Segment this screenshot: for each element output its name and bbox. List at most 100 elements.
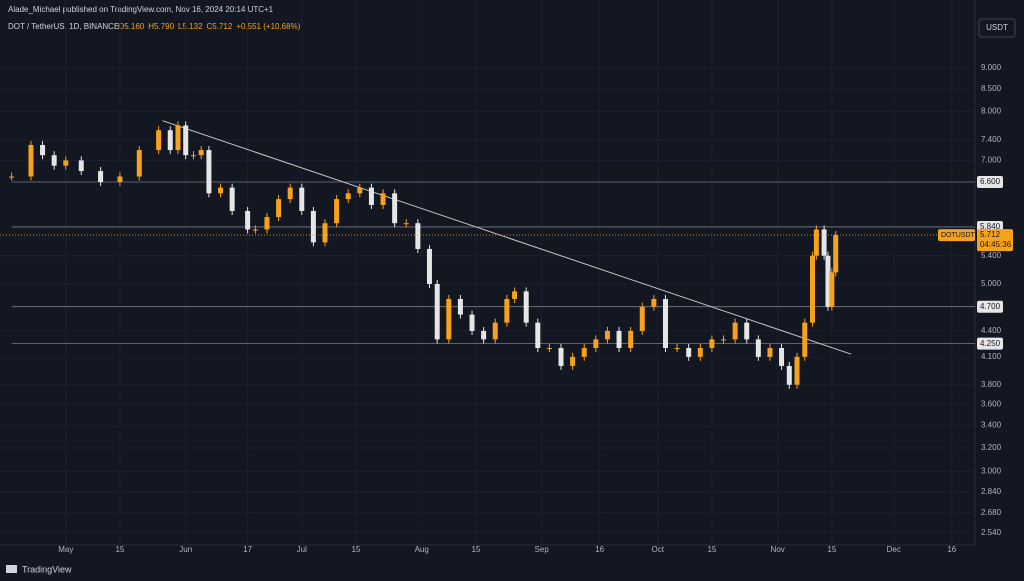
x-tick-label: May — [58, 545, 73, 554]
countdown: 04:45:36 — [980, 240, 1012, 249]
level-tag — [977, 300, 1003, 313]
y-tick-label: 2.680 — [981, 508, 1002, 517]
x-tick-label: Dec — [887, 545, 901, 554]
candle — [813, 229, 819, 256]
footer-logo: TradingView — [22, 564, 72, 574]
y-tick-label: 9.000 — [981, 63, 1002, 72]
currency[interactable]: USDT — [986, 23, 1008, 32]
candle — [492, 322, 498, 340]
candle — [604, 330, 610, 340]
candle — [9, 176, 15, 178]
candle — [662, 298, 668, 349]
x-tick-label: Jul — [297, 545, 307, 554]
candle — [786, 365, 792, 385]
ohlc-value: +0.551 (+10.68%) — [236, 22, 300, 31]
x-tick-label: 17 — [243, 545, 252, 554]
level-label: 5.840 — [980, 222, 1001, 231]
candle — [744, 322, 750, 340]
candle — [98, 171, 104, 183]
candle — [802, 322, 808, 357]
candle — [779, 348, 785, 366]
x-tick-label: 16 — [595, 545, 604, 554]
y-tick-label: 3.000 — [981, 467, 1002, 476]
candle — [794, 356, 800, 385]
x-tick-label: Sep — [535, 545, 550, 554]
candle — [833, 235, 839, 273]
last-price-label: 5.712 — [980, 230, 1001, 239]
candle — [434, 283, 440, 340]
candle — [825, 255, 831, 307]
candle — [709, 339, 715, 349]
candle — [721, 339, 727, 341]
symbol: DOT / TetherUS, 1D, BINANCE — [8, 22, 119, 31]
candle — [829, 272, 835, 307]
candle — [310, 210, 316, 243]
candle — [755, 339, 761, 357]
candle — [523, 291, 529, 323]
candle — [190, 155, 196, 157]
level-label: 6.600 — [980, 177, 1001, 186]
y-tick-label: 7.000 — [981, 156, 1002, 165]
y-tick-label: 3.600 — [981, 400, 1002, 409]
x-tick-label: Nov — [771, 545, 785, 554]
candle — [136, 150, 142, 177]
candle — [368, 187, 374, 205]
candle — [628, 330, 634, 349]
candle — [117, 176, 123, 183]
y-tick-label: 2.840 — [981, 487, 1002, 496]
level-label: 4.250 — [980, 339, 1001, 348]
currency-button[interactable] — [978, 18, 1016, 38]
candle — [206, 150, 212, 194]
x-tick-label: 16 — [947, 545, 956, 554]
x-tick-label: Jun — [179, 545, 192, 554]
y-tick-label: 3.400 — [981, 421, 1002, 430]
x-tick-label: Aug — [415, 545, 429, 554]
candle — [457, 298, 463, 315]
candle — [357, 187, 363, 194]
candle — [821, 229, 827, 256]
x-tick-label: 15 — [707, 545, 716, 554]
candle — [616, 330, 622, 349]
level-tag — [977, 337, 1003, 350]
y-tick-label: 2.540 — [981, 528, 1002, 537]
candle — [512, 291, 518, 299]
ohlc-legend: O5.160 H5.790 L5.132 C5.712 +0.551 (+10.68%) — [118, 22, 301, 31]
y-tick-label: 5.400 — [981, 251, 1002, 260]
x-tick-label: 15 — [115, 545, 124, 554]
x-tick-label: 15 — [351, 545, 360, 554]
candle — [299, 187, 305, 211]
candle — [51, 155, 57, 166]
candle — [28, 145, 34, 177]
candle — [175, 125, 181, 151]
y-tick-label: 8.000 — [981, 106, 1002, 115]
y-tick-label: 8.500 — [981, 84, 1002, 93]
level-tag — [977, 176, 1003, 189]
x-tick-label: 15 — [827, 545, 836, 554]
candle — [403, 223, 409, 225]
candle — [287, 187, 293, 200]
candle — [167, 130, 173, 151]
candle — [546, 348, 552, 350]
logo-icon — [6, 565, 17, 573]
candle — [810, 255, 815, 323]
candle — [334, 199, 340, 224]
candle — [558, 348, 564, 366]
candle — [345, 193, 351, 200]
candle — [156, 130, 162, 151]
candle — [593, 339, 599, 349]
ohlc-value: H5.790 — [148, 22, 174, 31]
candle — [504, 298, 510, 323]
candle — [276, 199, 282, 218]
candle — [767, 348, 773, 357]
y-tick-label: 3.800 — [981, 380, 1002, 389]
candle — [63, 160, 69, 166]
y-tick-label: 3.200 — [981, 443, 1002, 452]
candle — [198, 150, 204, 156]
x-tick-label: 15 — [471, 545, 480, 554]
candle — [264, 217, 270, 230]
candle — [415, 223, 421, 249]
candle — [732, 322, 738, 340]
candle — [426, 248, 432, 284]
candle — [322, 223, 328, 243]
